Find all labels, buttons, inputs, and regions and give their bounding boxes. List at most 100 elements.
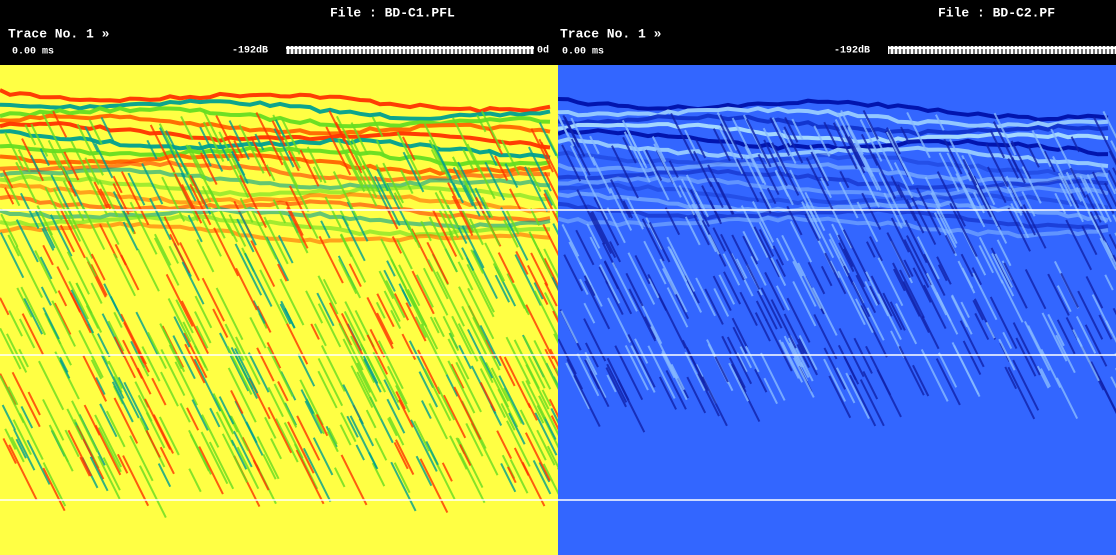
reflection bbox=[522, 335, 552, 390]
reflection bbox=[415, 274, 434, 308]
reflection bbox=[551, 276, 558, 291]
reflection bbox=[15, 161, 38, 203]
reflection bbox=[538, 462, 551, 483]
reflection bbox=[111, 381, 134, 423]
reflection bbox=[238, 211, 257, 246]
reflection bbox=[566, 358, 584, 390]
reflection bbox=[606, 357, 630, 401]
reflection bbox=[112, 183, 130, 215]
reflection bbox=[297, 353, 316, 387]
reflection bbox=[765, 319, 793, 372]
reflection bbox=[1083, 178, 1107, 224]
reflection bbox=[482, 213, 501, 246]
reflection bbox=[775, 237, 789, 262]
reflection bbox=[665, 369, 687, 410]
reflection bbox=[90, 253, 106, 281]
reflection bbox=[481, 196, 494, 219]
reflection bbox=[378, 270, 395, 300]
reflection bbox=[503, 387, 523, 425]
reflection bbox=[187, 214, 203, 243]
reflection bbox=[34, 250, 58, 294]
reflection bbox=[558, 128, 1109, 157]
reflection bbox=[383, 290, 401, 323]
reflection bbox=[184, 343, 206, 384]
reflection bbox=[801, 201, 822, 239]
reflection bbox=[188, 145, 207, 181]
reflection bbox=[422, 267, 449, 316]
reflection bbox=[521, 380, 545, 424]
reflection bbox=[221, 433, 248, 483]
reflection bbox=[897, 184, 917, 222]
reflection bbox=[789, 169, 818, 223]
reflection bbox=[1027, 325, 1044, 355]
reflection bbox=[212, 393, 234, 432]
reflection bbox=[459, 444, 472, 466]
reflection bbox=[215, 115, 240, 162]
reflection bbox=[201, 277, 226, 322]
reflection bbox=[553, 333, 558, 344]
reflection bbox=[723, 271, 742, 305]
reflection bbox=[78, 329, 104, 379]
reflection bbox=[476, 114, 487, 133]
reflection bbox=[573, 374, 601, 428]
reflection bbox=[666, 287, 689, 328]
reflection bbox=[848, 136, 866, 168]
reflection bbox=[544, 292, 558, 321]
reflection bbox=[533, 290, 558, 340]
reflection bbox=[916, 236, 940, 280]
reflection bbox=[648, 221, 671, 263]
reflection bbox=[123, 381, 150, 431]
reflection bbox=[189, 174, 206, 206]
reflection bbox=[275, 418, 299, 463]
reflection bbox=[288, 185, 313, 230]
reflection bbox=[208, 206, 226, 239]
reflection bbox=[112, 191, 135, 233]
reflection bbox=[202, 109, 222, 146]
reflection bbox=[299, 149, 320, 187]
reflection bbox=[431, 209, 458, 257]
reflection bbox=[228, 214, 247, 247]
reflection bbox=[113, 311, 123, 328]
reflection bbox=[256, 347, 275, 382]
reflection bbox=[837, 234, 866, 288]
reflection bbox=[955, 173, 976, 212]
reflection bbox=[972, 299, 985, 321]
reflection bbox=[787, 337, 805, 368]
reflection bbox=[828, 233, 850, 274]
reflection bbox=[686, 376, 707, 414]
reflection bbox=[730, 363, 747, 393]
reflection bbox=[1070, 136, 1081, 153]
reflection bbox=[418, 371, 439, 408]
reflection bbox=[565, 362, 591, 410]
reflection bbox=[774, 170, 790, 197]
reflection bbox=[325, 126, 352, 176]
reflection bbox=[453, 386, 482, 440]
reflection bbox=[215, 411, 235, 447]
reflection bbox=[718, 274, 736, 305]
reflection bbox=[423, 123, 439, 151]
reflection bbox=[640, 302, 663, 345]
reflection bbox=[326, 431, 339, 453]
reflection bbox=[272, 199, 287, 224]
reflection bbox=[146, 139, 158, 160]
reflection bbox=[70, 289, 95, 334]
reflection bbox=[263, 216, 289, 265]
reflection bbox=[853, 337, 873, 374]
reflection bbox=[1007, 207, 1031, 252]
reflection bbox=[720, 233, 745, 281]
reflection bbox=[200, 431, 229, 485]
reflection bbox=[277, 234, 294, 264]
reflection bbox=[64, 429, 80, 458]
reflection bbox=[1022, 204, 1047, 249]
reflection bbox=[589, 212, 613, 255]
reflection bbox=[751, 201, 775, 243]
reflection bbox=[313, 323, 327, 347]
reflection bbox=[82, 166, 108, 216]
reflection bbox=[12, 419, 32, 456]
reflection bbox=[158, 123, 177, 156]
reflection bbox=[223, 149, 250, 198]
reflection bbox=[798, 338, 818, 376]
reflection bbox=[0, 98, 551, 121]
reflection bbox=[641, 218, 665, 262]
reflection bbox=[512, 283, 530, 316]
